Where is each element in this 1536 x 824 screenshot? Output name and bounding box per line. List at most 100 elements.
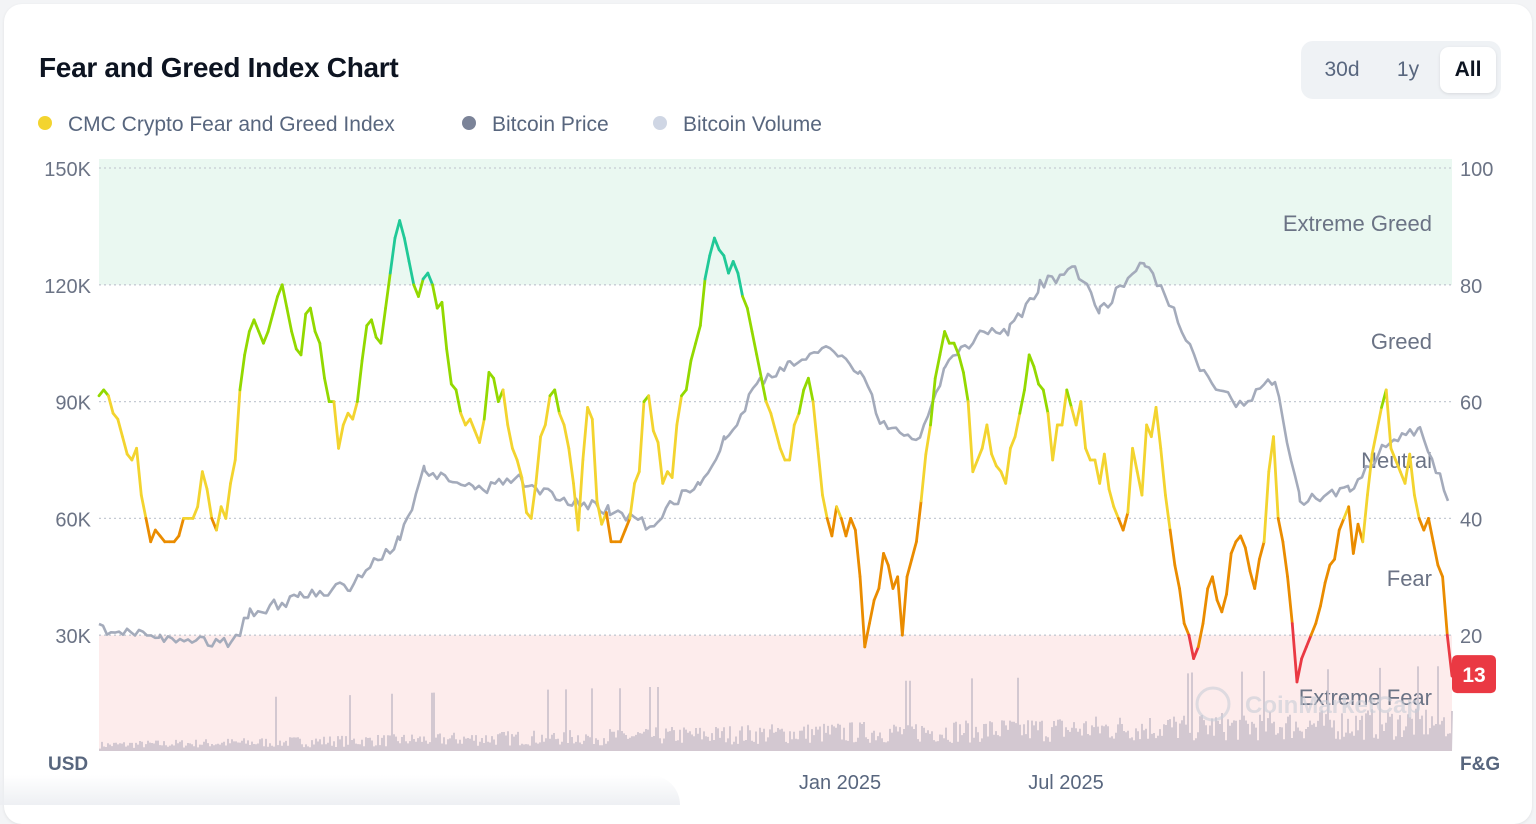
fear-greed-line-segment: [957, 353, 965, 374]
fear-greed-line-segment: [586, 406, 594, 421]
legend-bitcoin-volume[interactable]: Bitcoin Volume: [653, 112, 822, 138]
fear-greed-line-segment: [703, 254, 712, 281]
legend-bitcoin-price[interactable]: Bitcoin Price: [462, 112, 609, 138]
fear-greed-line-segment: [1319, 581, 1327, 608]
fear-greed-line-segment: [177, 517, 185, 538]
fear-greed-line-segment: [506, 423, 514, 450]
fear-greed-line-segment: [233, 388, 242, 462]
fear-greed-line-segment: [633, 470, 641, 485]
bottom-overlay: [0, 775, 680, 805]
fear-greed-line-segment: [1041, 388, 1050, 415]
fear-greed-line-segment: [440, 300, 449, 351]
fear-greed-line-segment: [760, 376, 768, 404]
fear-greed-line-segment: [323, 376, 331, 404]
range-30d-button[interactable]: 30d: [1324, 58, 1360, 81]
fear-greed-line-segment: [1051, 423, 1059, 462]
fear-greed-line-segment: [1196, 622, 1205, 649]
fear-greed-line-segment: [853, 528, 862, 579]
fear-greed-line-segment: [355, 359, 364, 404]
fear-greed-line-segment: [694, 324, 702, 345]
fear-greed-line-segment: [379, 306, 387, 345]
fear-greed-line-segment: [1004, 446, 1012, 485]
fear-greed-line-segment: [788, 423, 796, 462]
right-axis-tick: 60: [1460, 393, 1482, 415]
fear-greed-line-segment: [581, 406, 589, 462]
fear-greed-line-segment: [384, 271, 392, 310]
fear-greed-line-segment: [1229, 540, 1238, 555]
fear-greed-line-segment: [1286, 575, 1294, 625]
fear-greed-line-segment: [619, 528, 627, 544]
fear-greed-line-segment: [741, 295, 749, 310]
fear-greed-line-segment: [478, 417, 486, 444]
fear-greed-line-segment: [938, 330, 947, 357]
fear-greed-line-segment: [976, 446, 984, 462]
fear-greed-line-segment: [1112, 505, 1120, 520]
fear-greed-line-segment: [1192, 645, 1200, 660]
fear-greed-line-segment: [792, 411, 801, 427]
fear-greed-line-segment: [393, 219, 402, 240]
fear-greed-line-segment: [511, 446, 519, 462]
right-axis-tick: 100: [1460, 159, 1493, 181]
fear-greed-line-segment: [1164, 493, 1172, 532]
fear-greed-line-segment: [886, 563, 895, 590]
fear-greed-line-segment: [1121, 511, 1130, 532]
fear-greed-line-segment: [952, 341, 961, 357]
fear-greed-line-segment: [1211, 575, 1219, 602]
fear-greed-line-segment: [360, 324, 369, 363]
fear-greed-line-segment: [830, 505, 838, 538]
fear-greed-line-segment: [1187, 633, 1196, 660]
fear-greed-line-segment: [1370, 429, 1379, 456]
fear-greed-line-segment: [1079, 400, 1087, 450]
x-axis-tick: Jan 2025: [799, 772, 881, 794]
fear-greed-line-segment: [482, 370, 491, 421]
fear-greed-line-segment: [1131, 446, 1139, 474]
fear-greed-line-segment: [882, 552, 890, 567]
fear-greed-line-segment: [863, 622, 871, 649]
fear-greed-line-segment: [858, 575, 867, 649]
fear-greed-line-segment: [402, 236, 411, 263]
legend-label-bitcoin-price: Bitcoin Price: [492, 113, 609, 136]
fear-greed-line-segment: [966, 400, 975, 474]
range-all-button[interactable]: All: [1440, 47, 1496, 93]
fear-greed-line-segment: [943, 330, 951, 345]
range-1y-button[interactable]: 1y: [1396, 58, 1420, 81]
fear-greed-line-segment: [196, 470, 204, 509]
page-title: Fear and Greed Index Chart: [39, 52, 399, 83]
fear-greed-line-segment: [1225, 552, 1233, 596]
fear-greed-line-segment: [309, 306, 317, 333]
fear-greed-line-segment: [595, 499, 604, 526]
fear-greed-line-segment: [1102, 452, 1111, 491]
fear-greed-line-segment: [139, 493, 148, 520]
fear-greed-line-segment: [623, 517, 632, 532]
legend-fear-greed[interactable]: CMC Crypto Fear and Greed Index: [38, 112, 395, 138]
fear-greed-line-segment: [144, 517, 153, 544]
fear-greed-line-segment: [1309, 622, 1318, 637]
fear-greed-line-segment: [1008, 435, 1017, 450]
fear-greed-line-segment: [252, 318, 261, 333]
fear-greed-line-segment: [933, 353, 942, 380]
fear-greed-line-segment: [1389, 446, 1398, 462]
fear-greed-line-segment: [651, 429, 660, 444]
fear-greed-line-segment: [290, 330, 298, 351]
time-range-selector: 30d 1y All: [1301, 41, 1501, 99]
fear-greed-line-segment: [557, 411, 566, 427]
fear-greed-line-segment: [661, 470, 669, 485]
fear-greed-line-segment: [116, 417, 124, 439]
fear-greed-line-segment: [839, 517, 848, 538]
fear-greed-line-segment: [431, 283, 439, 310]
fear-greed-line-segment: [1173, 563, 1181, 590]
fear-greed-line-segment: [727, 260, 735, 275]
fear-greed-line-segment: [1431, 540, 1440, 567]
fear-greed-line-segment: [962, 370, 970, 404]
fear-greed-line-segment: [370, 318, 378, 339]
fear-greed-line-segment: [835, 505, 843, 520]
fear-greed-line-segment: [224, 481, 232, 520]
fear-greed-line-segment: [750, 330, 759, 357]
fear-greed-line-segment: [1272, 435, 1280, 520]
zone-label: Extreme Greed: [1283, 211, 1432, 236]
fear-greed-line-segment: [445, 347, 453, 386]
fear-greed-line-segment: [337, 423, 345, 450]
fear-greed-line-segment: [332, 400, 340, 450]
fear-greed-chart: 150K 120K 90K 60K 30K USD 100 80 60 40 20 F&G Jan 20…: [44, 159, 1500, 794]
fear-greed-line-segment: [280, 283, 289, 310]
